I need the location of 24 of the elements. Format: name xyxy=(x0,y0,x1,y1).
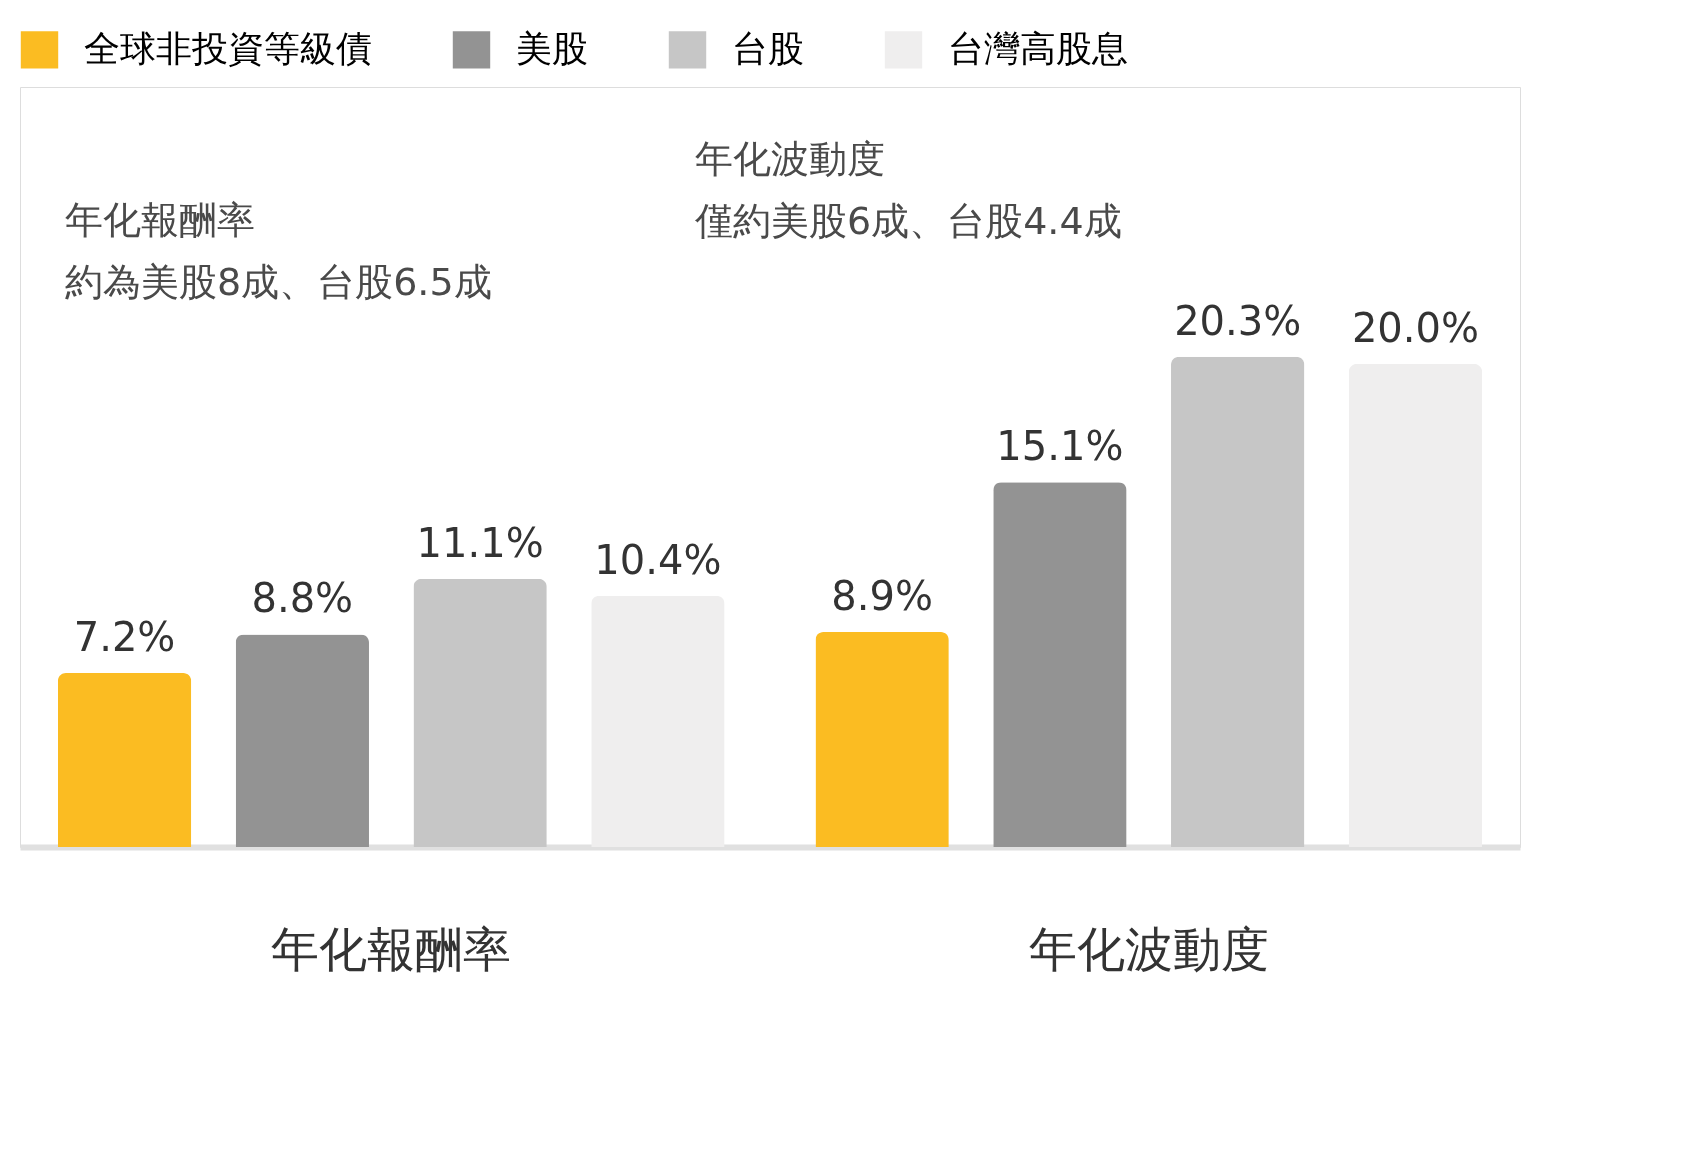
legend-label: 全球非投資等級債 xyxy=(84,27,372,69)
text: 僅約美股6成、台股4.4成 xyxy=(694,199,1122,243)
bar xyxy=(1348,363,1483,847)
data-label: 8.9% xyxy=(831,573,933,620)
text: 約為美股8成、台股6.5成 xyxy=(65,259,492,304)
data-label: 7.2% xyxy=(73,614,176,661)
legend-label: 台灣高股息 xyxy=(948,27,1128,69)
bar xyxy=(815,632,949,847)
data-label: 10.4% xyxy=(594,536,722,583)
bar xyxy=(1171,356,1305,847)
data-label: 11.1% xyxy=(416,519,544,566)
text: 年化波動度 xyxy=(695,137,885,181)
data-label: 20.0% xyxy=(1351,304,1479,351)
data-label: 20.3% xyxy=(1174,297,1302,344)
bar xyxy=(413,578,547,847)
bar xyxy=(57,673,192,847)
data-label: 8.8% xyxy=(251,575,354,622)
text: 年化報酬率 xyxy=(65,197,255,242)
legend-label: 台股 xyxy=(732,27,804,69)
legend-label: 美股 xyxy=(516,27,588,69)
bar xyxy=(235,634,369,847)
bar xyxy=(993,482,1127,847)
bar xyxy=(591,595,725,847)
data-label: 15.1% xyxy=(996,423,1124,470)
